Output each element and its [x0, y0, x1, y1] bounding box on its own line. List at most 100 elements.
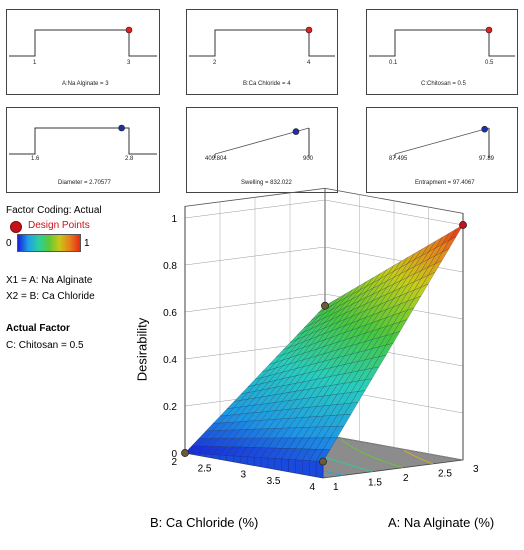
surface-facet [260, 437, 276, 449]
surface-facet [310, 317, 325, 330]
surface-facet [399, 289, 415, 305]
surface-facet [246, 437, 262, 448]
surface-facet [212, 438, 228, 447]
floor-contour [341, 438, 403, 469]
surface-facet [316, 367, 332, 380]
skirt-facet [205, 454, 213, 459]
surface-facet [274, 400, 290, 411]
surface-facet [253, 419, 269, 430]
skirt-facet [267, 457, 275, 470]
surface-facet [378, 333, 394, 348]
surface-facet [260, 410, 276, 421]
x-axis-title: A: Na Alginate (%) [388, 515, 495, 530]
ramp-value-label: Diameter = 2.70577 [58, 180, 111, 186]
surface-facet [219, 429, 235, 439]
surface-facet [323, 334, 339, 347]
axis-labels: 0 0.2 0.4 0.6 0.8 1 1 1.5 2 2.5 3 2 2.5 3 3.5 4 [163, 214, 479, 493]
surface-facet [281, 368, 297, 380]
surface-facet [309, 360, 325, 373]
surface-facet [393, 270, 408, 285]
surface-facet [205, 438, 221, 447]
surface-facet [253, 411, 269, 422]
surface-facet [240, 404, 256, 415]
surface-facet [309, 426, 324, 439]
surface-facet [337, 322, 353, 336]
z-tick-label: 0 [171, 449, 177, 460]
surface-facet [281, 382, 297, 394]
surface-facet [315, 437, 331, 450]
surface-facet [336, 402, 352, 416]
ramp-graph [189, 26, 335, 57]
skirt-facet [191, 453, 199, 456]
surface-facet [323, 321, 339, 335]
design-points-label: Design Points [28, 220, 90, 231]
surface-facet [399, 273, 415, 289]
skirt-facet [184, 452, 193, 455]
surface-facet [324, 305, 339, 318]
plot-walls [184, 187, 464, 479]
surface-facet [357, 368, 373, 382]
ramp-max-label: 900 [303, 156, 314, 162]
surface-facet [343, 380, 359, 394]
surface-facet [406, 262, 422, 278]
surface-facet [385, 331, 401, 346]
z-gridline [184, 293, 326, 313]
surface-facet [232, 437, 248, 448]
surface-facet [330, 339, 346, 353]
surface-facet [254, 395, 269, 406]
ramp-line [394, 127, 490, 155]
surface-facet [441, 228, 457, 246]
surface-facet [372, 286, 388, 302]
ramp-panel-chitosan: 0.1 0.5 C:Chitosan = 0.5 [366, 9, 518, 95]
ramp-max-label: 97.89 [479, 156, 495, 162]
surface-facet [282, 361, 298, 373]
surface-facet [253, 437, 269, 448]
ramp-graph [214, 127, 310, 158]
surface-facet [302, 396, 318, 409]
surface-facet [372, 293, 388, 308]
surface-facet [239, 437, 255, 448]
surface-facet [267, 418, 283, 429]
surface-facet [358, 300, 374, 314]
ramp-value-dot [292, 128, 300, 135]
surface-facet [233, 413, 249, 423]
surface-facet [400, 253, 415, 268]
surface-facet [288, 398, 304, 410]
surface-facet [385, 321, 401, 336]
surface-facet [247, 389, 263, 400]
surface-facet [406, 270, 422, 286]
surface-facet [343, 370, 359, 384]
surface-facet [302, 437, 317, 450]
surface-facet [357, 358, 373, 372]
surface-facet [337, 372, 352, 385]
surface-facet [288, 437, 303, 449]
surface-facet [226, 400, 242, 410]
surface-facet [295, 372, 311, 384]
surface-facet [392, 309, 408, 325]
surface-facet [310, 327, 325, 340]
z-gridline [184, 199, 326, 219]
surface-facet [379, 298, 395, 313]
surface-facet [336, 392, 352, 405]
surface-facet [226, 438, 241, 448]
surface-facet [331, 293, 346, 306]
surface-facet [310, 313, 325, 325]
surface-facet [303, 320, 318, 333]
surface-facet [428, 236, 443, 253]
surface-facet [420, 255, 436, 272]
surface-facet [296, 338, 311, 351]
surface-facet [226, 429, 241, 439]
z-tick-label: 0.8 [163, 261, 177, 272]
surface-facet [302, 406, 318, 418]
surface-facet [364, 337, 380, 351]
surface-facet [260, 402, 276, 413]
surface-facet [413, 283, 429, 300]
floor-contour [286, 439, 373, 473]
surface-facet [350, 379, 366, 393]
surface-facet [254, 403, 269, 413]
surface-facet [267, 401, 283, 412]
surface-facet [317, 309, 332, 322]
surface-facet [288, 359, 304, 371]
surface-facet [281, 390, 297, 402]
surface-facet [392, 292, 408, 308]
